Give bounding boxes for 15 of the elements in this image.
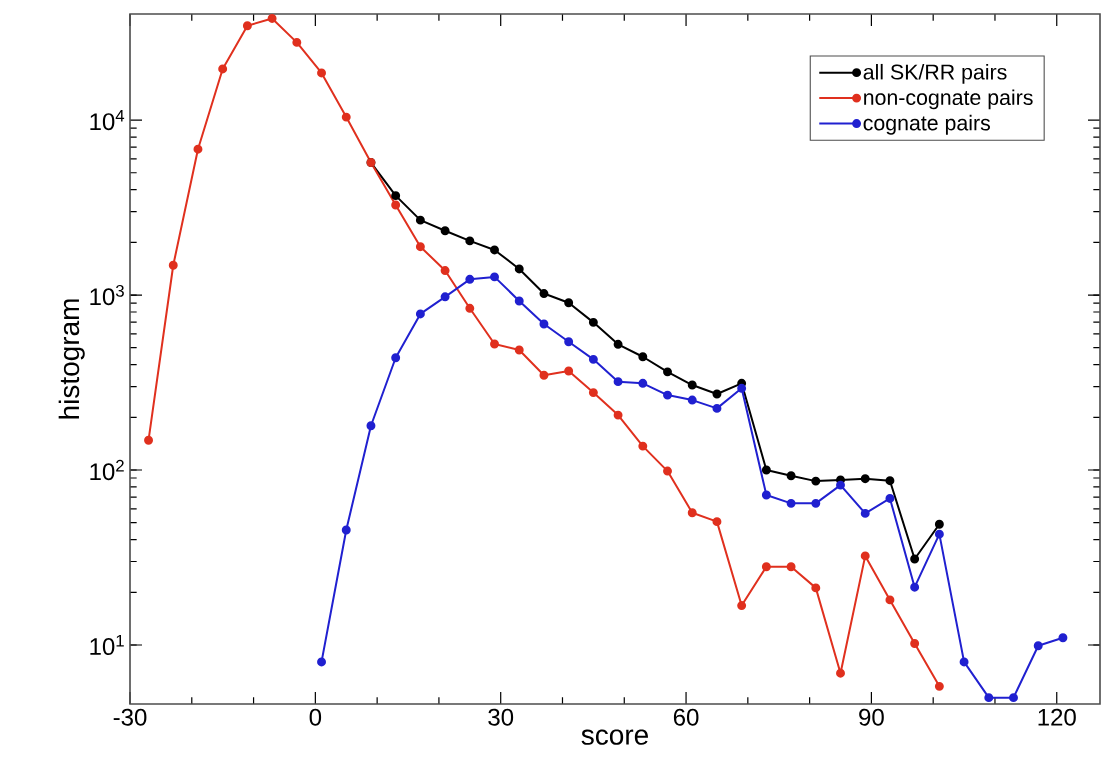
y-axis-title: histogram xyxy=(58,299,85,419)
y-tick-label: 10$^{4}$ xyxy=(90,110,125,131)
y-tick-label: 10$^{1}$ xyxy=(90,634,124,656)
x-tick-label: 120 xyxy=(1038,708,1076,726)
legend-label: cognate pairs xyxy=(863,114,990,135)
x-axis-title: score xyxy=(581,729,648,745)
x-tick-label: -30 xyxy=(113,708,147,726)
legend-label: non-cognate pairs xyxy=(864,89,1033,110)
legend-label: all SK/RR pairs xyxy=(863,63,1007,84)
x-tick-label: 0 xyxy=(309,708,322,726)
x-tick-label: 30 xyxy=(488,708,514,726)
y-tick-label: 10$^{3}$ xyxy=(90,284,124,306)
x-tick-label: 90 xyxy=(859,708,884,726)
x-tick-label: 60 xyxy=(673,708,699,726)
y-tick-label: 10$^{2}$ xyxy=(90,459,124,481)
